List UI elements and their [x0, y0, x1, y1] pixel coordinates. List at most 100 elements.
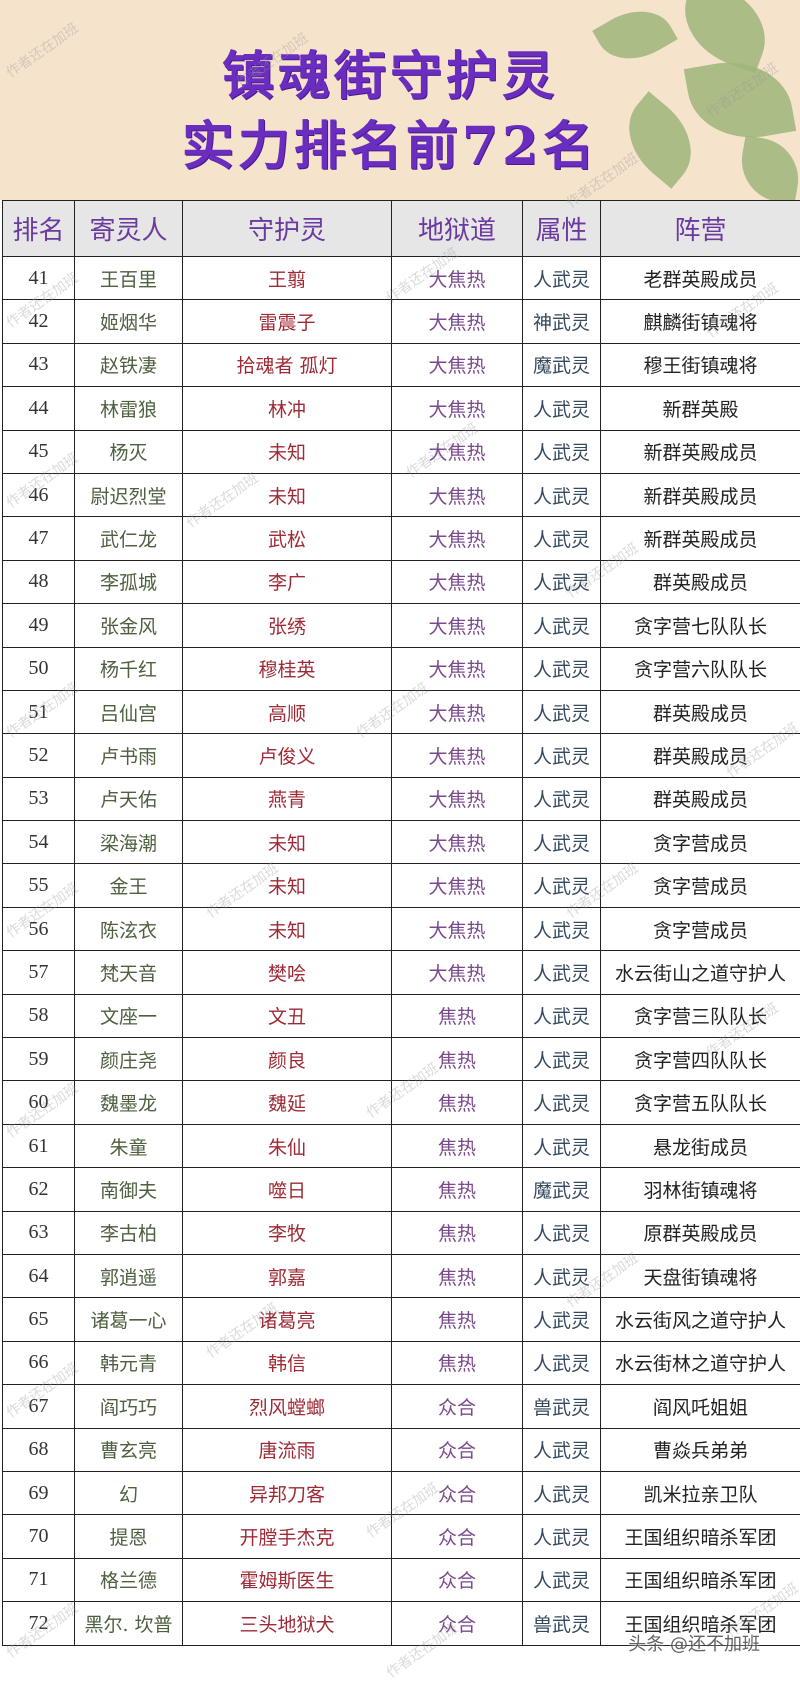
- hell-path-cell: 大焦热: [392, 734, 523, 777]
- guardian-cell: 张绣: [183, 604, 392, 647]
- attribute-cell: 人武灵: [523, 387, 601, 430]
- attribute-cell: 人武灵: [523, 604, 601, 647]
- hell-path-cell: 大焦热: [392, 343, 523, 386]
- attribute-cell: 人武灵: [523, 560, 601, 603]
- faction-cell: 阎风吒姐姐: [601, 1385, 800, 1428]
- hell-path-cell: 大焦热: [392, 517, 523, 560]
- host-cell: 武仁龙: [75, 517, 183, 560]
- host-cell: 诸葛一心: [75, 1298, 183, 1341]
- host-cell: 颜庄尧: [75, 1038, 183, 1081]
- host-cell: 文座一: [75, 994, 183, 1037]
- rank-cell: 54: [3, 821, 75, 864]
- header-faction: 阵营: [601, 201, 800, 257]
- hell-path-cell: 焦热: [392, 1124, 523, 1167]
- faction-cell: 贪字营成员: [601, 907, 800, 950]
- faction-cell: 贪字营六队队长: [601, 647, 800, 690]
- attribute-cell: 人武灵: [523, 907, 601, 950]
- rank-cell: 51: [3, 690, 75, 733]
- hell-path-cell: 大焦热: [392, 257, 523, 300]
- hell-path-cell: 大焦热: [392, 907, 523, 950]
- rank-cell: 56: [3, 907, 75, 950]
- guardian-cell: 雷震子: [183, 300, 392, 343]
- guardian-cell: 唐流雨: [183, 1428, 392, 1471]
- guardian-cell: 韩信: [183, 1341, 392, 1384]
- attribute-cell: 人武灵: [523, 994, 601, 1037]
- host-cell: 格兰德: [75, 1558, 183, 1601]
- host-cell: 南御夫: [75, 1168, 183, 1211]
- hell-path-cell: 大焦热: [392, 387, 523, 430]
- hell-path-cell: 大焦热: [392, 647, 523, 690]
- header-attribute: 属性: [523, 201, 601, 257]
- rank-cell: 43: [3, 343, 75, 386]
- hell-path-cell: 众合: [392, 1471, 523, 1514]
- rank-cell: 58: [3, 994, 75, 1037]
- hell-path-cell: 焦热: [392, 1168, 523, 1211]
- guardian-cell: 颜良: [183, 1038, 392, 1081]
- hell-path-cell: 大焦热: [392, 864, 523, 907]
- attribute-cell: 人武灵: [523, 864, 601, 907]
- attribute-cell: 神武灵: [523, 300, 601, 343]
- attribute-cell: 人武灵: [523, 1341, 601, 1384]
- hell-path-cell: 焦热: [392, 1211, 523, 1254]
- hell-path-cell: 焦热: [392, 1341, 523, 1384]
- faction-cell: 悬龙街成员: [601, 1124, 800, 1167]
- rank-cell: 53: [3, 777, 75, 820]
- host-cell: 姬烟华: [75, 300, 183, 343]
- host-cell: 王百里: [75, 257, 183, 300]
- guardian-cell: 诸葛亮: [183, 1298, 392, 1341]
- host-cell: 李古柏: [75, 1211, 183, 1254]
- faction-cell: 穆王街镇魂将: [601, 343, 800, 386]
- host-cell: 曹玄亮: [75, 1428, 183, 1471]
- header-hell-path: 地狱道: [392, 201, 523, 257]
- hell-path-cell: 焦热: [392, 1081, 523, 1124]
- host-cell: 提恩: [75, 1515, 183, 1558]
- host-cell: 幻: [75, 1471, 183, 1514]
- rank-cell: 50: [3, 647, 75, 690]
- guardian-cell: 异邦刀客: [183, 1471, 392, 1514]
- host-cell: 李孤城: [75, 560, 183, 603]
- host-cell: 尉迟烈堂: [75, 473, 183, 516]
- host-cell: 梵天音: [75, 951, 183, 994]
- hell-path-cell: 大焦热: [392, 777, 523, 820]
- header-rank: 排名: [3, 201, 75, 257]
- host-cell: 梁海潮: [75, 821, 183, 864]
- attribute-cell: 人武灵: [523, 734, 601, 777]
- guardian-cell: 郭嘉: [183, 1254, 392, 1297]
- rank-cell: 69: [3, 1471, 75, 1514]
- attribute-cell: 魔武灵: [523, 1168, 601, 1211]
- host-cell: 赵铁凄: [75, 343, 183, 386]
- faction-cell: 王国组织暗杀军团: [601, 1515, 800, 1558]
- faction-cell: 新群英殿成员: [601, 430, 800, 473]
- host-cell: 黑尔. 坎普: [75, 1602, 183, 1645]
- guardian-cell: 文丑: [183, 994, 392, 1037]
- rank-cell: 62: [3, 1168, 75, 1211]
- faction-cell: 贪字营七队队长: [601, 604, 800, 647]
- attribute-cell: 人武灵: [523, 517, 601, 560]
- faction-cell: 水云街山之道守护人: [601, 951, 800, 994]
- attribute-cell: 人武灵: [523, 1558, 601, 1601]
- rank-cell: 47: [3, 517, 75, 560]
- page-title-line1: 镇魂街守护灵: [0, 34, 790, 109]
- rank-cell: 49: [3, 604, 75, 647]
- rank-cell: 66: [3, 1341, 75, 1384]
- host-cell: 朱童: [75, 1124, 183, 1167]
- faction-cell: 水云街风之道守护人: [601, 1298, 800, 1341]
- faction-cell: 天盘街镇魂将: [601, 1254, 800, 1297]
- hell-path-cell: 大焦热: [392, 821, 523, 864]
- faction-cell: 水云街林之道守护人: [601, 1341, 800, 1384]
- hell-path-cell: 大焦热: [392, 560, 523, 603]
- faction-cell: 老群英殿成员: [601, 257, 800, 300]
- rank-cell: 60: [3, 1081, 75, 1124]
